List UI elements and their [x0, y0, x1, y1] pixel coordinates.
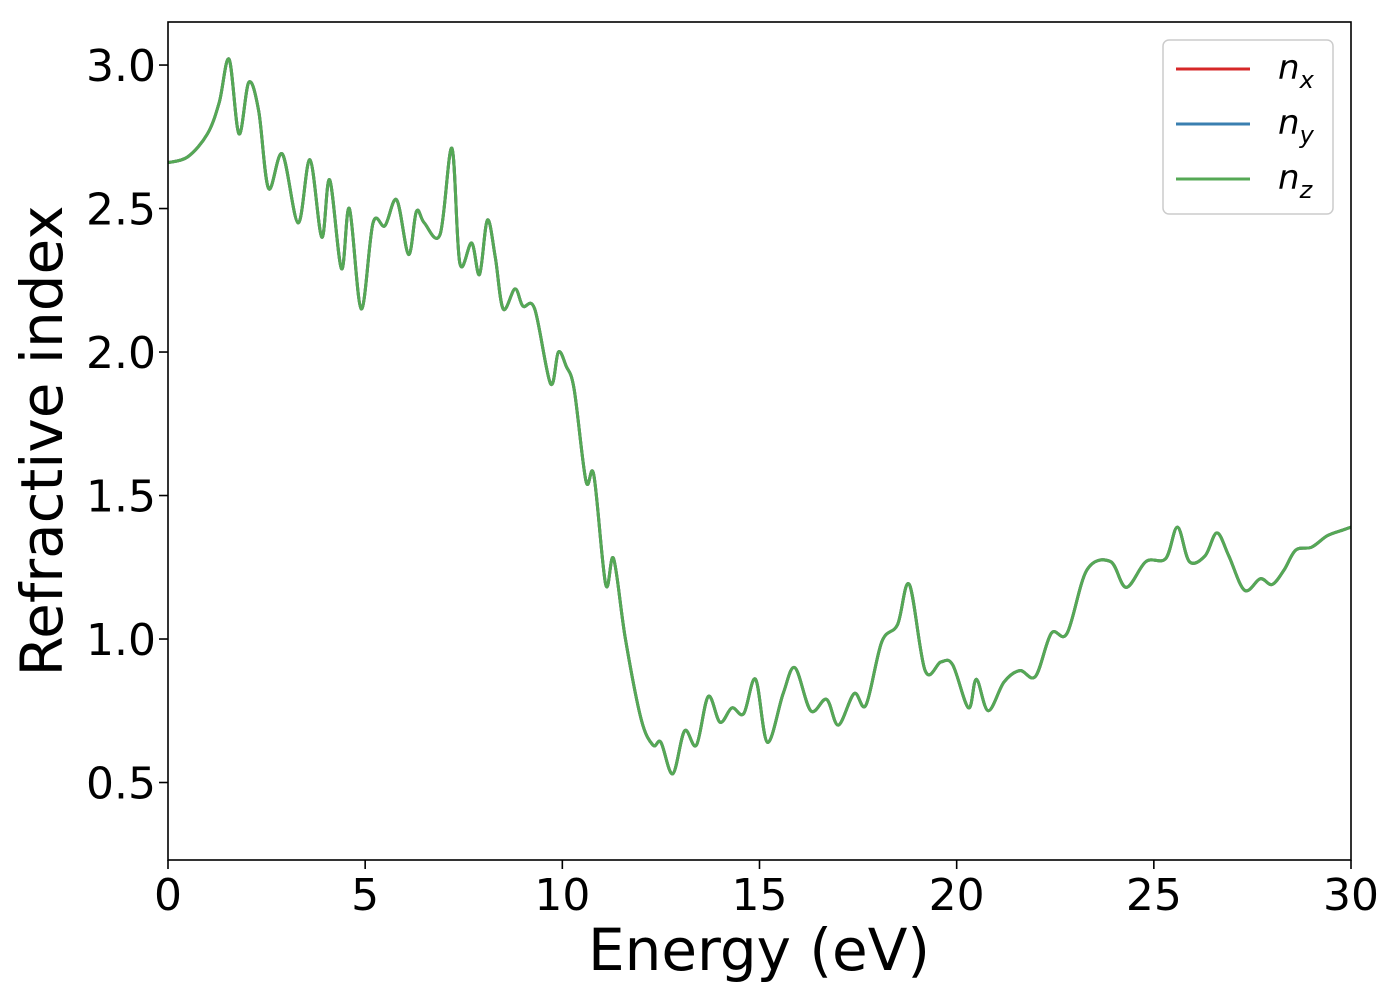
legend-label-n-y: ny — [1278, 103, 1315, 149]
x-tick-label: 0 — [154, 870, 182, 921]
y-axis-label: Refractive index — [8, 205, 76, 676]
x-axis-ticks: 0 5 10 15 20 25 30 — [154, 860, 1379, 921]
series-layer — [167, 57, 1352, 776]
x-tick-label: 30 — [1323, 870, 1379, 921]
y-tick-label: 3.0 — [86, 41, 156, 92]
legend-label-n-z: nz — [1278, 158, 1314, 204]
y-tick-label: 2.0 — [86, 328, 156, 379]
y-tick-label: 0.5 — [86, 759, 156, 810]
x-tick-label: 15 — [732, 870, 788, 921]
x-tick-label: 10 — [534, 870, 590, 921]
y-tick-label: 1.5 — [86, 472, 156, 523]
x-axis-label: Energy (eV) — [588, 916, 930, 984]
legend-label-n-x: nx — [1278, 48, 1315, 94]
y-tick-label: 1.0 — [86, 615, 156, 666]
y-tick-label: 2.5 — [86, 185, 156, 236]
x-tick-label: 5 — [351, 870, 379, 921]
legend-items: nx ny nz — [1176, 48, 1315, 204]
series-line-n-z — [167, 57, 1352, 776]
x-tick-label: 20 — [929, 870, 985, 921]
legend-box — [1162, 39, 1334, 215]
y-axis-ticks: 0.5 1.0 1.5 2.0 2.5 3.0 — [86, 41, 168, 810]
x-tick-label: 25 — [1126, 870, 1182, 921]
legend: nx ny nz — [1162, 39, 1334, 215]
